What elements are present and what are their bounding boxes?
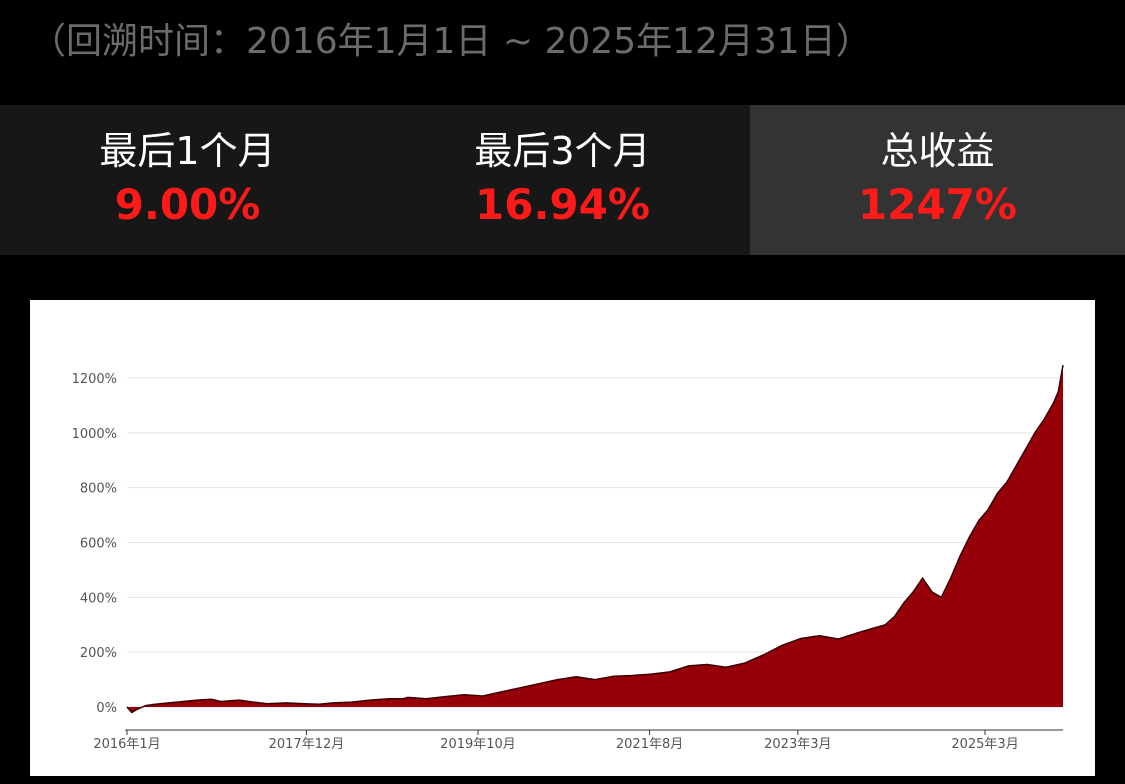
y-tick-label: 400% bbox=[80, 591, 117, 606]
y-tick-label: 800% bbox=[80, 482, 117, 497]
stat-value: 9.00% bbox=[114, 180, 261, 229]
stats-row: 最后1个月 9.00% 最后3个月 16.94% 总收益 1247% bbox=[0, 105, 1125, 255]
stat-last-1-month: 最后1个月 9.00% bbox=[0, 105, 375, 255]
x-tick-label: 2023年3月 bbox=[764, 737, 831, 752]
series-line bbox=[126, 364, 1064, 714]
y-tick-label: 1000% bbox=[72, 427, 117, 442]
y-tick-label: 600% bbox=[80, 537, 117, 552]
stat-label: 总收益 bbox=[880, 129, 995, 173]
area-fill bbox=[127, 365, 1063, 713]
y-tick-label: 200% bbox=[80, 646, 117, 661]
chart-card: 0% 200% 400% 600% 800% 1000% 1200% 2016年1月 2017年… bbox=[30, 300, 1095, 776]
x-tick-label: 2025年3月 bbox=[951, 737, 1018, 752]
return-chart: 0% 200% 400% 600% 800% 1000% 1200% 2016年1月 2017年… bbox=[72, 364, 1064, 752]
backtest-period: （回溯时间：2016年1月1日 ~ 2025年12月31日） bbox=[30, 21, 872, 62]
y-tick-label: 1200% bbox=[72, 372, 117, 387]
x-tick-label: 2017年12月 bbox=[269, 737, 345, 752]
x-tick-label: 2019年10月 bbox=[440, 737, 516, 752]
stat-label: 最后1个月 bbox=[99, 129, 276, 173]
x-tick-label: 2016年1月 bbox=[93, 737, 160, 752]
x-tick-label: 2021年8月 bbox=[616, 737, 683, 752]
y-tick-label: 0% bbox=[96, 701, 117, 716]
stat-total-return: 总收益 1247% bbox=[750, 105, 1125, 255]
stat-last-3-months: 最后3个月 16.94% bbox=[375, 105, 750, 255]
stat-value: 16.94% bbox=[475, 180, 650, 229]
stat-label: 最后3个月 bbox=[474, 129, 651, 173]
stat-value: 1247% bbox=[858, 180, 1017, 229]
